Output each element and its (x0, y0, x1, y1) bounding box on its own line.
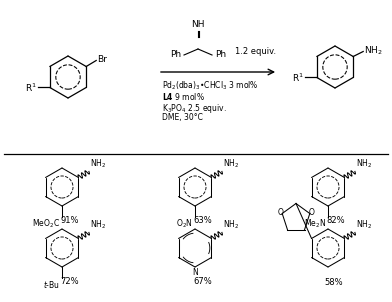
Text: N: N (192, 268, 198, 277)
Text: 1.2 equiv.: 1.2 equiv. (235, 47, 276, 56)
Text: NH$_2$: NH$_2$ (90, 219, 106, 231)
Text: O: O (309, 208, 315, 217)
Text: NH$_2$: NH$_2$ (364, 44, 383, 57)
Text: DME, 30°C: DME, 30°C (162, 113, 203, 122)
Text: $t$-Bu: $t$-Bu (43, 279, 60, 290)
Text: 91%: 91% (60, 217, 79, 226)
Text: O: O (277, 208, 283, 217)
Text: NH$_2$: NH$_2$ (223, 158, 239, 170)
Text: 58%: 58% (325, 278, 343, 288)
Text: R$^1$: R$^1$ (25, 81, 37, 94)
Text: 72%: 72% (60, 278, 79, 287)
Text: Me$_2$N: Me$_2$N (304, 218, 326, 230)
Text: O$_2$N: O$_2$N (176, 218, 193, 230)
Text: R$^1$: R$^1$ (292, 71, 304, 84)
Text: NH$_2$: NH$_2$ (90, 158, 106, 170)
Text: NH: NH (191, 21, 205, 30)
Text: K$_3$PO$_4$ 2.5 equiv.: K$_3$PO$_4$ 2.5 equiv. (162, 102, 227, 115)
Text: Ph: Ph (170, 50, 181, 59)
Text: NH$_2$: NH$_2$ (223, 219, 239, 231)
Text: Ph: Ph (215, 50, 226, 59)
Text: 82%: 82% (326, 217, 345, 226)
Text: Br: Br (97, 55, 107, 64)
Text: 63%: 63% (193, 217, 212, 226)
Text: 67%: 67% (193, 278, 212, 287)
Text: Pd$_2$(dba)$_3$•CHCl$_3$ 3 mol%: Pd$_2$(dba)$_3$•CHCl$_3$ 3 mol% (162, 80, 259, 92)
Text: NH$_2$: NH$_2$ (356, 158, 372, 170)
Text: NH$_2$: NH$_2$ (356, 219, 372, 231)
Text: $\mathbf{L4}$ 9 mol%: $\mathbf{L4}$ 9 mol% (162, 91, 205, 102)
Text: MeO$_2$C: MeO$_2$C (32, 218, 60, 230)
